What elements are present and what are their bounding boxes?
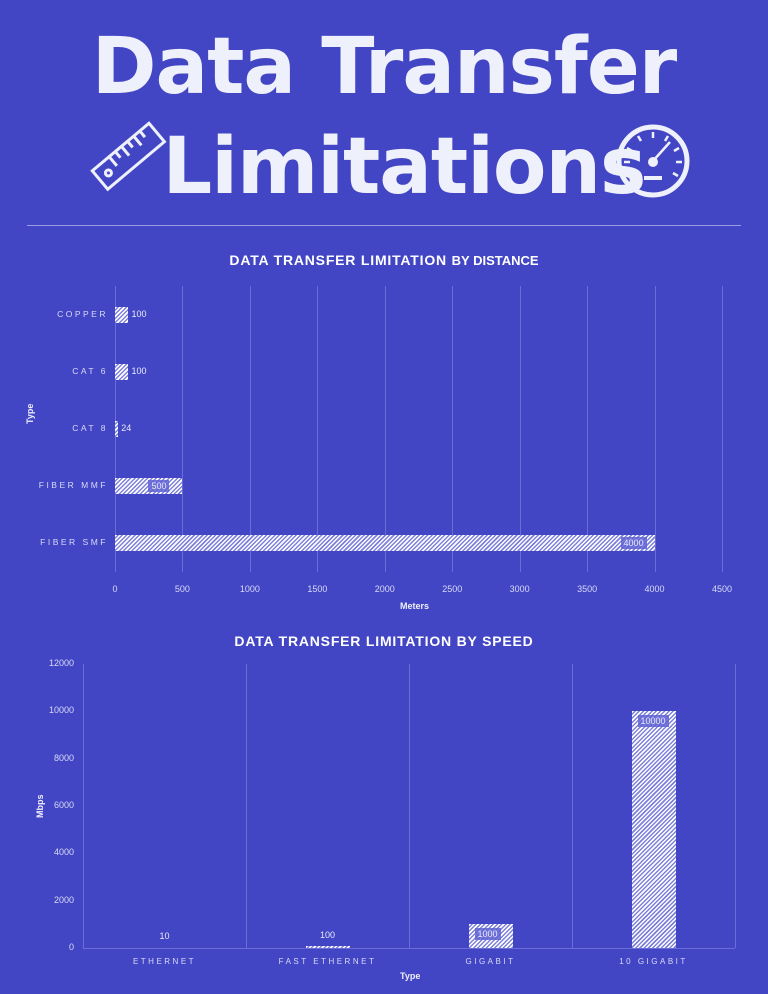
speed-gridline bbox=[572, 664, 573, 948]
distance-category-label: CAT 8 bbox=[72, 423, 108, 433]
distance-value-label: 24 bbox=[121, 423, 132, 433]
page-title-line-2: Limitations bbox=[162, 122, 647, 212]
distance-x-tick: 2500 bbox=[442, 584, 463, 594]
speed-x-axis-line bbox=[83, 948, 735, 949]
speed-bar bbox=[631, 711, 676, 948]
distance-bar bbox=[115, 421, 119, 437]
page-title-line-1: Data Transfer bbox=[91, 22, 677, 112]
distance-x-tick: 2000 bbox=[374, 584, 395, 594]
speed-gridline bbox=[409, 664, 410, 948]
distance-bar bbox=[115, 535, 655, 552]
distance-gridline bbox=[249, 286, 251, 572]
speed-value-label: 100 bbox=[319, 929, 336, 940]
distance-x-tick: 4000 bbox=[644, 584, 665, 594]
distance-gridline bbox=[452, 286, 454, 572]
distance-gridline bbox=[722, 286, 723, 572]
ruler-icon bbox=[90, 121, 167, 192]
distance-chart-title-main: DATA TRANSFER LIMITATION bbox=[229, 252, 447, 268]
speed-y-tick: 12000 bbox=[48, 658, 74, 668]
distance-x-tick: 500 bbox=[174, 584, 190, 594]
distance-gridline bbox=[182, 286, 184, 572]
distance-gridline bbox=[384, 286, 386, 572]
distance-x-tick: 0 bbox=[112, 584, 118, 594]
distance-value-label: 4000 bbox=[620, 537, 647, 550]
speed-chart-title: DATA TRANSFER LIMITATION BY SPEED bbox=[234, 633, 534, 649]
distance-gridline bbox=[317, 286, 319, 572]
speed-y-tick: 6000 bbox=[53, 800, 74, 810]
speed-y-tick: 0 bbox=[68, 942, 74, 952]
speed-value-label: 10 bbox=[159, 931, 170, 941]
speed-category-label: GIGABIT bbox=[465, 957, 516, 966]
speed-y-tick: 2000 bbox=[53, 894, 74, 905]
distance-gridline bbox=[587, 286, 589, 572]
distance-category-label: FIBER MMF bbox=[38, 480, 108, 491]
speed-category-label: FAST ETHERNET bbox=[278, 957, 377, 966]
speed-gridline bbox=[735, 664, 736, 948]
distance-x-tick: 4500 bbox=[711, 584, 733, 594]
speed-gridline bbox=[246, 664, 247, 948]
speed-y-axis-title: Mbps bbox=[35, 794, 45, 819]
distance-y-axis-title: Type bbox=[25, 403, 35, 424]
speed-y-tick: 10000 bbox=[48, 705, 74, 716]
speedometer-icon bbox=[616, 124, 690, 198]
distance-value-label: 500 bbox=[148, 480, 170, 493]
distance-gridline bbox=[654, 286, 656, 572]
header-divider bbox=[27, 225, 741, 226]
distance-category-label: COPPER bbox=[57, 308, 108, 319]
distance-chart-title-suffix: BY DISTANCE bbox=[451, 253, 539, 268]
distance-x-tick: 3000 bbox=[509, 584, 530, 594]
distance-x-tick: 3500 bbox=[577, 584, 598, 594]
distance-x-tick: 1500 bbox=[307, 584, 328, 594]
distance-chart-title: DATA TRANSFER LIMITATION BY DISTANCE bbox=[0, 252, 768, 268]
distance-bar bbox=[115, 306, 129, 323]
speed-category-label: ETHERNET bbox=[132, 957, 197, 966]
speed-x-axis-title: Type bbox=[400, 971, 421, 981]
speed-value-label: 10000 bbox=[637, 715, 669, 728]
distance-value-label: 100 bbox=[131, 365, 147, 376]
distance-x-tick: 1000 bbox=[239, 584, 260, 594]
speed-y-tick: 4000 bbox=[53, 847, 74, 858]
speed-category-label: 10 GIGABIT bbox=[619, 957, 688, 966]
distance-category-label: FIBER SMF bbox=[40, 537, 108, 548]
distance-bar bbox=[115, 363, 129, 380]
speed-gridline bbox=[83, 664, 84, 948]
distance-gridline bbox=[519, 286, 521, 572]
distance-category-label: CAT 6 bbox=[72, 365, 108, 376]
speed-y-tick: 8000 bbox=[53, 752, 74, 763]
distance-value-label: 100 bbox=[131, 308, 147, 319]
distance-x-axis-title: Meters bbox=[400, 601, 430, 611]
speed-bar bbox=[305, 945, 350, 948]
speed-value-label: 1000 bbox=[474, 928, 501, 941]
